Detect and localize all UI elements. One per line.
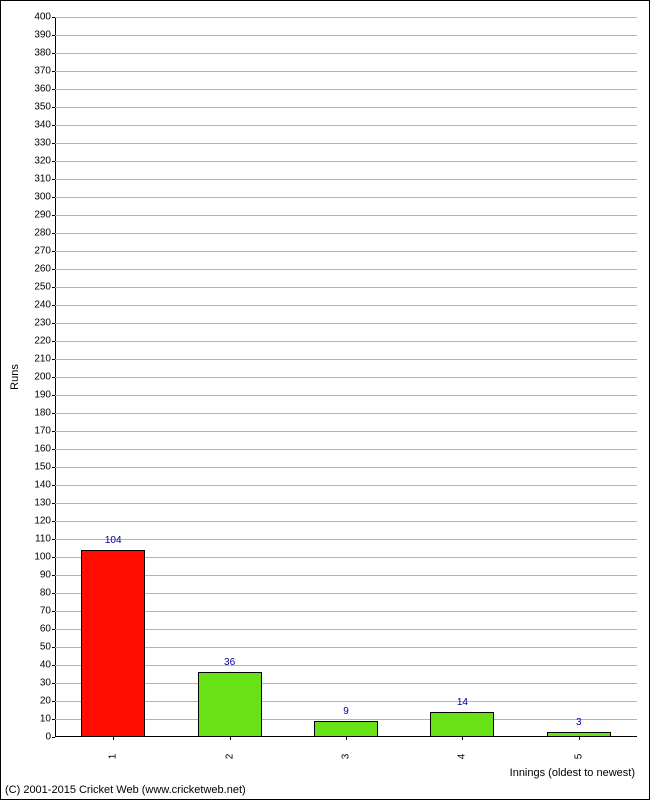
y-tick-label: 30 [40, 678, 55, 689]
y-tick-label: 280 [34, 228, 55, 239]
y-tick-label: 380 [34, 48, 55, 59]
y-tick-label: 120 [34, 516, 55, 527]
gridline [55, 467, 637, 468]
y-tick-label: 210 [34, 354, 55, 365]
y-tick-label: 10 [40, 714, 55, 725]
y-tick-label: 340 [34, 120, 55, 131]
y-tick-label: 160 [34, 444, 55, 455]
gridline [55, 251, 637, 252]
gridline [55, 341, 637, 342]
bar-value-label: 3 [576, 717, 582, 728]
y-tick-label: 220 [34, 336, 55, 347]
bar [430, 712, 494, 737]
y-tick-label: 390 [34, 30, 55, 41]
x-tick-label: 4 [457, 754, 468, 760]
y-tick-label: 180 [34, 408, 55, 419]
y-tick-label: 270 [34, 246, 55, 257]
y-tick-label: 350 [34, 102, 55, 113]
x-tick-mark [462, 737, 463, 740]
bar-value-label: 104 [105, 535, 122, 546]
gridline [55, 179, 637, 180]
gridline [55, 233, 637, 234]
gridline [55, 539, 637, 540]
y-tick-label: 260 [34, 264, 55, 275]
gridline [55, 305, 637, 306]
x-tick-mark [346, 737, 347, 740]
bar-value-label: 9 [343, 706, 349, 717]
y-tick-label: 130 [34, 498, 55, 509]
gridline [55, 71, 637, 72]
x-tick-label: 3 [341, 754, 352, 760]
gridline [55, 89, 637, 90]
bar-value-label: 14 [457, 697, 468, 708]
y-tick-label: 360 [34, 84, 55, 95]
y-tick-label: 320 [34, 156, 55, 167]
bar [198, 672, 262, 737]
y-tick-label: 70 [40, 606, 55, 617]
gridline [55, 449, 637, 450]
y-tick-label: 150 [34, 462, 55, 473]
x-tick-label: 5 [573, 754, 584, 760]
gridline [55, 107, 637, 108]
gridline [55, 35, 637, 36]
y-tick-label: 400 [34, 12, 55, 23]
gridline [55, 431, 637, 432]
gridline [55, 197, 637, 198]
y-tick-label: 200 [34, 372, 55, 383]
chart-frame: 0 10 20 30 40 50 60 70 80 90 100 110 120 130 140 150 160… [0, 0, 650, 800]
gridline [55, 269, 637, 270]
y-tick-label: 100 [34, 552, 55, 563]
gridline [55, 143, 637, 144]
x-axis-label: Innings (oldest to newest) [510, 767, 635, 779]
gridline [55, 377, 637, 378]
gridline [55, 503, 637, 504]
gridline [55, 521, 637, 522]
y-tick-label: 230 [34, 318, 55, 329]
gridline [55, 53, 637, 54]
y-tick-label: 300 [34, 192, 55, 203]
y-tick-label: 20 [40, 696, 55, 707]
x-tick-label: 1 [108, 754, 119, 760]
y-tick-label: 240 [34, 300, 55, 311]
gridline [55, 17, 637, 18]
copyright-text: (C) 2001-2015 Cricket Web (www.cricketwe… [5, 784, 246, 796]
gridline [55, 485, 637, 486]
y-tick-label: 60 [40, 624, 55, 635]
gridline [55, 161, 637, 162]
x-tick-mark [230, 737, 231, 740]
gridline [55, 287, 637, 288]
y-tick-label: 140 [34, 480, 55, 491]
gridline [55, 395, 637, 396]
y-tick-label: 90 [40, 570, 55, 581]
bar [81, 550, 145, 737]
bar-value-label: 36 [224, 657, 235, 668]
gridline [55, 323, 637, 324]
y-tick-label: 310 [34, 174, 55, 185]
gridline [55, 125, 637, 126]
gridline [55, 215, 637, 216]
gridline [55, 413, 637, 414]
plot-area: 0102030405060708090100110120130140150160… [55, 17, 637, 737]
y-tick-label: 190 [34, 390, 55, 401]
x-tick-mark [113, 737, 114, 740]
y-tick-label: 290 [34, 210, 55, 221]
y-axis-label: Runs [9, 364, 21, 390]
gridline [55, 359, 637, 360]
y-tick-label: 330 [34, 138, 55, 149]
y-tick-label: 40 [40, 660, 55, 671]
y-tick-label: 110 [35, 534, 55, 545]
bar [314, 721, 378, 737]
x-tick-mark [579, 737, 580, 740]
x-tick-label: 2 [224, 754, 235, 760]
y-tick-label: 0 [45, 732, 55, 743]
y-tick-label: 250 [34, 282, 55, 293]
y-tick-label: 170 [34, 426, 55, 437]
y-tick-label: 80 [40, 588, 55, 599]
y-tick-label: 50 [40, 642, 55, 653]
y-tick-label: 370 [34, 66, 55, 77]
